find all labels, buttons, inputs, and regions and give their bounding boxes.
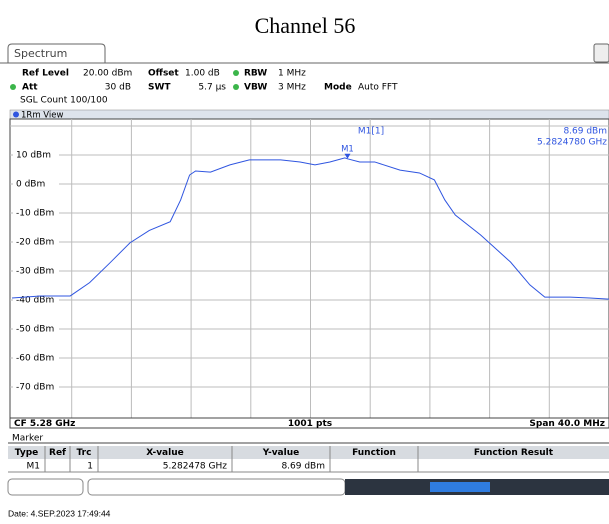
column-header: Y-value bbox=[262, 448, 299, 458]
tick-label-bg bbox=[13, 208, 59, 218]
column-header: X-value bbox=[146, 448, 183, 458]
marker-x: 5.2824780 GHz bbox=[537, 138, 607, 148]
tick-label-bg bbox=[13, 237, 59, 247]
view-label: 1Rm View bbox=[21, 111, 64, 121]
marker-name: M1 bbox=[341, 144, 354, 154]
y-tick-label: -50 dBm bbox=[16, 325, 54, 335]
tick-label-bg bbox=[13, 324, 59, 334]
tick-label-bg bbox=[13, 295, 59, 305]
y-tick-label: -30 dBm bbox=[16, 267, 54, 277]
table-cell: 5.282478 GHz bbox=[163, 462, 228, 472]
plot-area bbox=[9, 118, 609, 419]
setting-label: Att bbox=[22, 83, 38, 93]
setting-value: 30 dB bbox=[105, 83, 131, 93]
y-tick-label: 0 dBm bbox=[16, 180, 45, 190]
y-tick-label: -10 dBm bbox=[16, 209, 54, 219]
view-bar bbox=[9, 109, 609, 120]
table-cell: 8.69 dBm bbox=[281, 462, 325, 472]
setting-value: 1.00 dB bbox=[185, 69, 220, 79]
center-frequency: CF 5.28 GHz bbox=[14, 419, 75, 429]
status-box bbox=[7, 478, 84, 496]
tick-label-bg bbox=[13, 353, 59, 363]
table-header-bg bbox=[8, 446, 609, 459]
trace bbox=[11, 157, 609, 300]
span: Span 40.0 MHz bbox=[529, 419, 605, 429]
table-cell: 1 bbox=[87, 462, 93, 472]
marker bbox=[344, 153, 351, 159]
axis-bar bbox=[9, 417, 609, 429]
tick-label-bg bbox=[13, 266, 59, 276]
y-tick-label: -20 dBm bbox=[16, 238, 54, 248]
setting-value: 3 MHz bbox=[278, 83, 306, 93]
y-tick-label: 10 dBm bbox=[16, 151, 51, 161]
column-header: Type bbox=[15, 448, 38, 458]
column-header: Trc bbox=[77, 448, 92, 458]
sweep-count: SGL Count 100/100 bbox=[20, 96, 108, 106]
setting-label: SWT bbox=[148, 83, 171, 93]
y-tick-label: -70 dBm bbox=[16, 383, 54, 393]
trace-dot bbox=[13, 111, 19, 118]
setting-label: Mode bbox=[324, 83, 352, 93]
y-tick-label: -60 dBm bbox=[16, 354, 54, 364]
setting-value: 20.00 dBm bbox=[83, 69, 132, 79]
tick-label-bg bbox=[13, 179, 59, 189]
setting-value: 5.7 µs bbox=[198, 83, 226, 93]
setting-value: 1 MHz bbox=[278, 69, 306, 79]
y-tick-label: -40 dBm bbox=[16, 296, 54, 306]
status-dot bbox=[10, 84, 16, 90]
status-box bbox=[87, 478, 346, 496]
page-title: Channel 56 bbox=[255, 13, 356, 38]
progress bbox=[430, 482, 490, 492]
status-dot bbox=[233, 70, 239, 76]
menu-icon[interactable] bbox=[593, 43, 609, 63]
footer: Date: 4.SEP.2023 17:49:44 bbox=[8, 508, 111, 518]
tab-label: Spectrum bbox=[14, 47, 67, 60]
tick-label-bg bbox=[13, 150, 59, 160]
tab[interactable] bbox=[7, 43, 106, 63]
setting-label: Offset bbox=[148, 69, 179, 79]
column-header: Function Result bbox=[474, 448, 554, 458]
setting-label: RBW bbox=[244, 69, 267, 79]
setting-label: Ref Level bbox=[22, 69, 69, 79]
status-dot bbox=[233, 84, 239, 90]
column-header: Ref bbox=[49, 448, 66, 458]
marker-title: M1[1] bbox=[358, 127, 384, 137]
table-title: Marker bbox=[12, 434, 43, 444]
setting-value: Auto FFT bbox=[358, 83, 398, 93]
tick-label-bg bbox=[13, 382, 59, 392]
setting-label: VBW bbox=[244, 83, 267, 93]
column-header: Function bbox=[352, 448, 396, 458]
sweep-points: 1001 pts bbox=[288, 419, 332, 429]
marker-y: 8.69 dBm bbox=[563, 127, 607, 137]
table-cell: M1 bbox=[27, 462, 41, 472]
